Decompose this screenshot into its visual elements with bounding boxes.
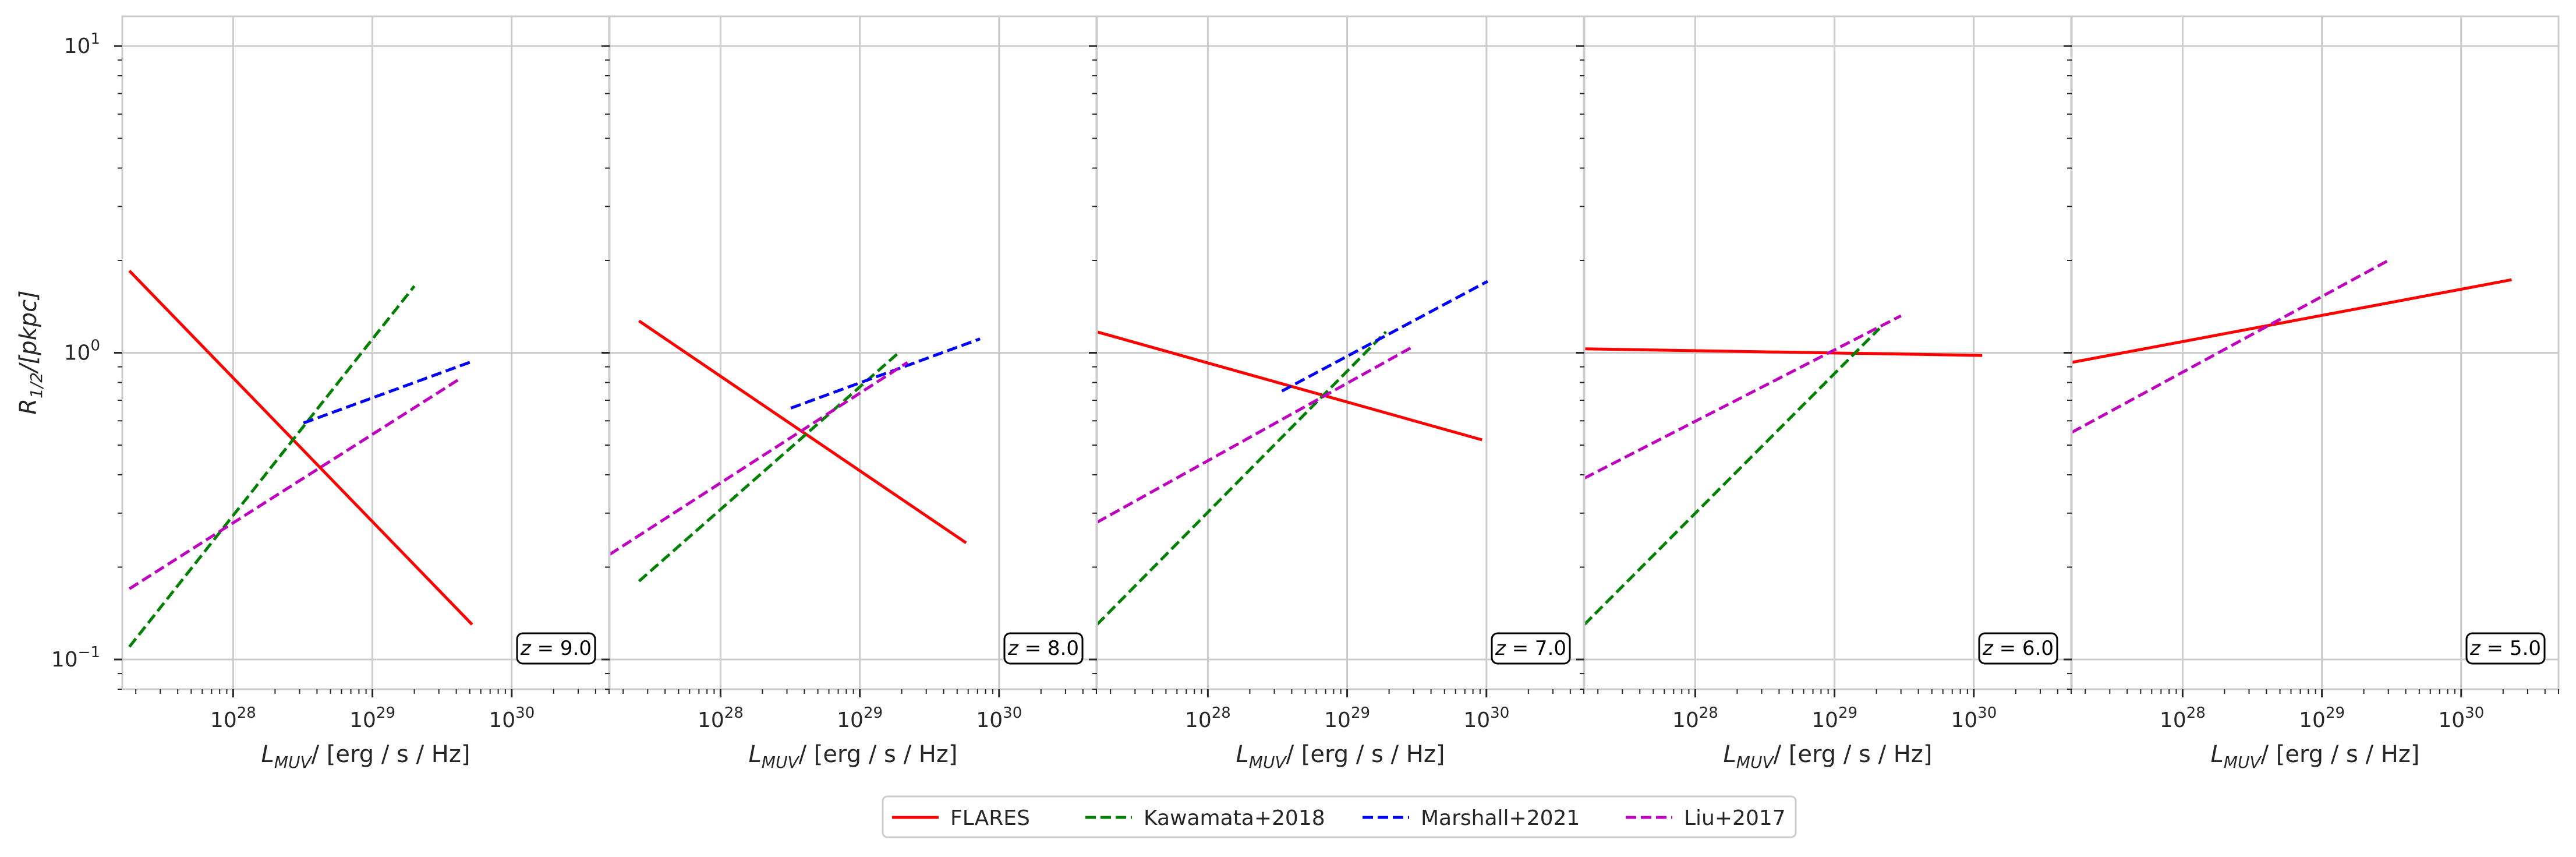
series-group xyxy=(1097,280,1489,626)
panel-1: 1028 1029 1030 LMUV/ [erg / s / Hz] z = 9.0 xyxy=(114,15,610,772)
x-tick-label: 1029 xyxy=(1811,704,1857,732)
x-axis-label: LMUV/ [erg / s / Hz] xyxy=(261,741,470,772)
x-tick-label: 1030 xyxy=(976,704,1022,732)
x-axis-label: LMUV/ [erg / s / Hz] xyxy=(1724,741,1933,772)
series-line-kawamata-2018 xyxy=(128,285,416,648)
legend-label: Liu+2017 xyxy=(1684,806,1786,830)
legend-entry-kawamata-2018: Kawamata+2018 xyxy=(1085,806,1325,830)
series-line-flares xyxy=(2072,278,2512,364)
x-axis-label: LMUV/ [erg / s / Hz] xyxy=(2211,741,2420,772)
legend-entry-liu-2017: Liu+2017 xyxy=(1626,806,1786,830)
x-tick-label: 1030 xyxy=(489,704,535,732)
x-tick-label: 1028 xyxy=(1185,704,1231,732)
legend-label: FLARES xyxy=(950,806,1030,830)
x-tick-label: 1029 xyxy=(837,704,883,732)
redshift-box xyxy=(1003,632,1084,665)
redshift-box xyxy=(1978,632,2058,665)
redshift-label: z = 6.0 xyxy=(1982,637,2054,660)
y-tick-label: 101 xyxy=(64,30,100,58)
y-axis: 10−1 100 101 R1/2/[pkpc] xyxy=(15,30,100,672)
series-line-kawamata-2018 xyxy=(1584,327,1881,626)
series-line-liu-2017 xyxy=(610,361,908,556)
legend-frame xyxy=(882,795,1797,838)
series-line-flares xyxy=(638,319,967,544)
series-group xyxy=(128,270,474,648)
series-group xyxy=(2072,259,2512,434)
redshift-label: z = 5.0 xyxy=(2469,637,2541,660)
series-group xyxy=(610,319,981,583)
panel-5: 1028 1029 1030 LMUV/ [erg / s / Hz] z = 5.0 xyxy=(2064,15,2560,772)
redshift-label: z = 7.0 xyxy=(1495,637,1566,660)
x-axis-label: LMUV/ [erg / s / Hz] xyxy=(1236,741,1445,772)
series-line-marshall-2021 xyxy=(1281,280,1489,393)
x-tick-label: 1030 xyxy=(1463,704,1509,732)
series-line-liu-2017 xyxy=(128,378,461,590)
series-line-flares xyxy=(128,270,473,626)
x-tick-label: 1030 xyxy=(2438,704,2484,732)
legend-label: Marshall+2021 xyxy=(1421,806,1580,830)
legend-label: Kawamata+2018 xyxy=(1144,806,1325,830)
x-tick-label: 1028 xyxy=(698,704,744,732)
panel-4: 1028 1029 1030 LMUV/ [erg / s / Hz] z = 6.0 xyxy=(1576,15,2072,772)
series-line-kawamata-2018 xyxy=(1097,330,1388,626)
redshift-box xyxy=(2465,632,2546,665)
y-axis-label: R1/2/[pkpc] xyxy=(15,290,46,414)
redshift-label: z = 8.0 xyxy=(1007,637,1079,660)
redshift-label: z = 9.0 xyxy=(520,637,592,660)
panel-2: 1028 1029 1030 LMUV/ [erg / s / Hz] z = 8.0 xyxy=(601,15,1098,772)
x-axis-label: LMUV/ [erg / s / Hz] xyxy=(749,741,958,772)
series-line-kawamata-2018 xyxy=(638,351,900,583)
series-line-flares xyxy=(1584,347,1983,357)
series-line-liu-2017 xyxy=(1584,314,1902,480)
y-tick-label: 10−1 xyxy=(51,644,100,672)
series-line-marshall-2021 xyxy=(790,337,981,410)
legend-entry-flares: FLARES xyxy=(892,806,1030,830)
panel-3: 1028 1029 1030 LMUV/ [erg / s / Hz] z = 7.0 xyxy=(1089,15,1585,772)
redshift-box xyxy=(516,632,596,665)
x-tick-label: 1029 xyxy=(2299,704,2345,732)
x-tick-label: 1029 xyxy=(1324,704,1370,732)
x-tick-label: 1028 xyxy=(2160,704,2206,732)
x-tick-label: 1030 xyxy=(1951,704,1997,732)
x-tick-label: 1028 xyxy=(1672,704,1718,732)
series-group xyxy=(1584,314,1983,626)
legend: FLARES Kawamata+2018 Marshall+2021 Liu+2017 xyxy=(882,795,1797,838)
y-tick-label: 100 xyxy=(64,337,100,365)
x-tick-label: 1028 xyxy=(210,704,256,732)
redshift-box xyxy=(1491,632,1571,665)
legend-entry-marshall-2021: Marshall+2021 xyxy=(1363,806,1580,830)
x-tick-label: 1029 xyxy=(349,704,395,732)
